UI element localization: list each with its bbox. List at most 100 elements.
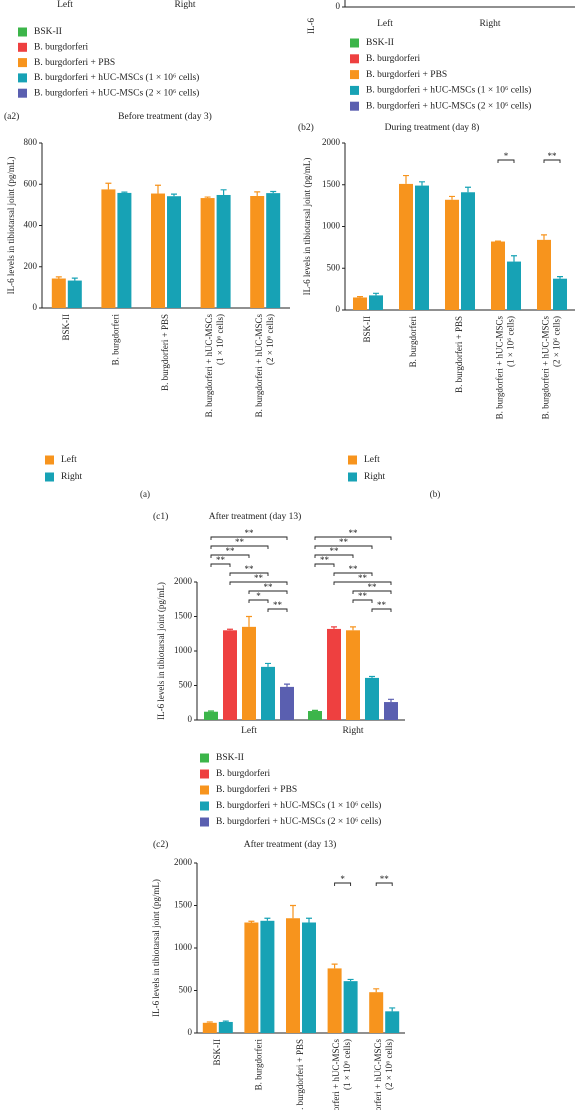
y-tick-label: 200 [24, 261, 38, 271]
significance-label: ** [235, 537, 245, 547]
y-tick-label: 400 [24, 220, 38, 230]
legend-swatch [348, 455, 357, 465]
x-tick-label: B. burgdorferi + hUC-MSCs [541, 316, 551, 420]
significance-label: ** [264, 582, 274, 592]
x-tick-label: B. burgdorferi + hUC-MSCs [495, 316, 505, 420]
legend-swatch [45, 455, 54, 465]
bar [167, 196, 181, 308]
legend-label: B. burgdorferi [366, 53, 421, 64]
x-tick-label: B. burgdorferi [408, 316, 418, 368]
y-tick-label: 2000 [322, 137, 341, 147]
legend-label: B. burgdorferi + PBS [34, 57, 115, 68]
significance-bracket [497, 159, 515, 163]
y-tick-label: 2000 [174, 576, 193, 586]
error-bar [373, 988, 380, 993]
chart-title: During treatment (day 8) [385, 122, 480, 133]
bar [216, 194, 231, 308]
significance-label: ** [245, 528, 255, 538]
legend-swatch [18, 88, 27, 98]
legend-swatch [350, 38, 359, 48]
x-tick-label: Left [57, 0, 73, 10]
significance-label: ** [245, 564, 255, 574]
bar [308, 711, 322, 720]
significance-label: ** [339, 537, 349, 547]
legend-label: B. burgdorferi + PBS [366, 69, 447, 80]
significance-bracket [248, 599, 269, 603]
bar [491, 241, 505, 310]
legend-label: BSK-II [366, 38, 394, 48]
significance-bracket [352, 599, 373, 603]
significance-bracket [334, 882, 352, 886]
y-tick-label: 500 [179, 985, 193, 995]
legend-label: Left [364, 454, 380, 465]
bar [51, 278, 66, 308]
legend-swatch [350, 101, 359, 111]
legend-label: B. burgdorferi [34, 41, 89, 52]
error-bar [373, 292, 379, 296]
significance-label: ** [216, 555, 226, 565]
error-bar [227, 628, 233, 631]
legend-swatch [18, 58, 27, 68]
error-bar [331, 626, 337, 629]
legend-swatch [45, 472, 54, 482]
x-tick-label: Right [174, 0, 195, 10]
error-bar [357, 296, 363, 298]
error-bar [403, 174, 409, 184]
panel-label: (b2) [298, 122, 314, 133]
bar [218, 1021, 233, 1033]
x-tick-label: B. burgdorferi [110, 314, 120, 366]
y-tick-label: 0 [336, 304, 341, 314]
legend-label: B. burgdorferi + hUC-MSCs (2 × 10⁶ cells… [366, 100, 531, 111]
error-bar [155, 184, 161, 194]
x-tick-label: Right [479, 19, 500, 29]
bar [260, 920, 275, 1033]
bar [261, 666, 275, 720]
bar [461, 192, 475, 310]
error-bar [265, 662, 271, 667]
error-bar [121, 191, 128, 193]
significance-label: ** [368, 582, 378, 592]
y-axis-label: IL-6 [306, 18, 316, 34]
bar [365, 677, 379, 720]
bar [385, 1011, 400, 1033]
legend-label: BSK-II [34, 27, 62, 37]
legend-swatch [348, 472, 357, 482]
significance-bracket [210, 545, 269, 549]
panel-label: (c2) [153, 839, 168, 850]
x-tick-label: B. burgdorferi + PBS [295, 1039, 305, 1110]
bar [67, 280, 82, 308]
error-bar [511, 255, 517, 262]
x-tick-label: (2 × 10⁶ cells) [265, 314, 275, 365]
x-tick-label: B. burgdorferi + PBS [454, 316, 464, 393]
legend-swatch [350, 54, 359, 64]
x-tick-label: Right [342, 726, 363, 736]
bar [507, 261, 521, 310]
significance-label: * [504, 151, 509, 161]
significance-label: ** [349, 564, 359, 574]
significance-bracket [375, 882, 393, 886]
error-bar [55, 276, 62, 279]
y-tick-label: 0 [336, 1, 341, 11]
error-bar [557, 276, 563, 279]
error-bar [350, 626, 356, 631]
x-tick-label: B. burgdorferi + hUC-MSCs [204, 314, 214, 418]
significance-label: ** [254, 573, 264, 583]
panel-label: (a2) [4, 111, 19, 122]
error-bar [208, 710, 214, 712]
x-tick-label: (2 × 10⁶ cells) [384, 1039, 394, 1090]
x-tick-label: BSK-II [212, 1039, 222, 1066]
legend-swatch [200, 817, 209, 827]
significance-bracket [210, 536, 288, 540]
legend-label: Left [61, 454, 77, 465]
error-bar [312, 709, 318, 712]
y-tick-label: 1000 [322, 221, 341, 231]
significance-bracket [229, 581, 288, 585]
y-tick-label: 1500 [174, 611, 193, 621]
y-tick-label: 2000 [174, 857, 193, 867]
significance-label: * [256, 591, 261, 601]
bar [415, 185, 429, 310]
bar [353, 297, 367, 310]
significance-label: ** [330, 546, 340, 556]
x-tick-label: Left [377, 18, 393, 29]
bar [369, 295, 383, 310]
